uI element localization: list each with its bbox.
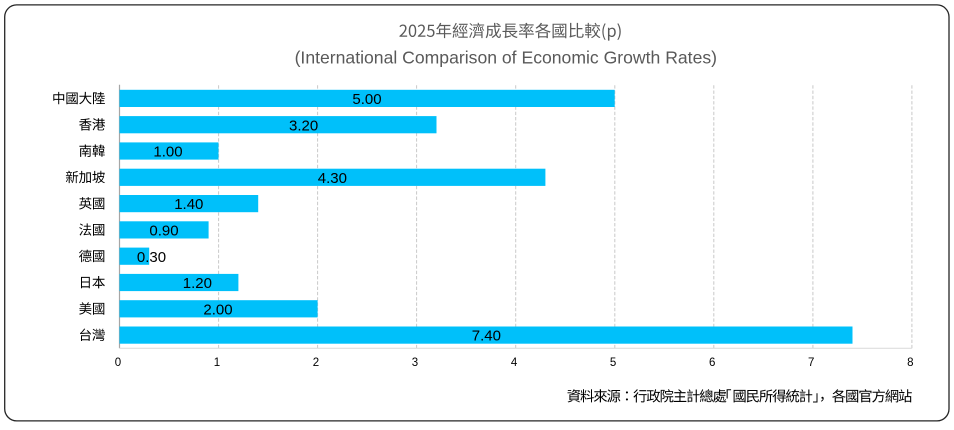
- svg-text:5.00: 5.00: [352, 91, 381, 108]
- svg-text:3.20: 3.20: [289, 117, 318, 134]
- svg-text:5: 5: [610, 357, 616, 369]
- svg-text:2.00: 2.00: [203, 301, 232, 318]
- svg-text:1.40: 1.40: [174, 196, 203, 213]
- svg-text:7: 7: [808, 357, 814, 369]
- svg-text:0: 0: [115, 357, 121, 369]
- svg-text:0.30: 0.30: [137, 249, 166, 266]
- svg-text:0.90: 0.90: [149, 222, 178, 239]
- svg-text:8: 8: [907, 357, 913, 369]
- svg-text:7.40: 7.40: [472, 328, 501, 345]
- svg-text:6: 6: [709, 357, 715, 369]
- svg-text:1: 1: [214, 357, 220, 369]
- svg-text:1.20: 1.20: [183, 275, 212, 292]
- svg-text:3: 3: [412, 357, 418, 369]
- svg-text:4.30: 4.30: [318, 170, 347, 187]
- svg-text:2: 2: [313, 357, 319, 369]
- svg-text:1.00: 1.00: [153, 144, 182, 161]
- svg-text:4: 4: [511, 357, 518, 369]
- svg-text:(International Comparison of E: (International Comparison of Economic Gr…: [295, 47, 717, 67]
